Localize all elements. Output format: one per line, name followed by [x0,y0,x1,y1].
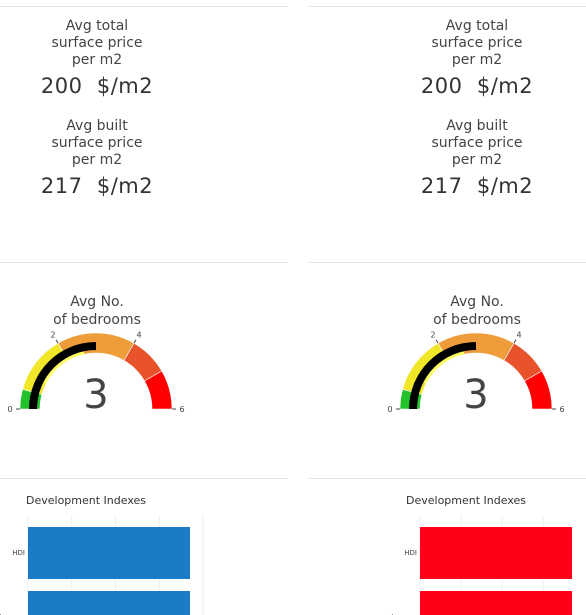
dev-bar [420,591,572,615]
bedrooms-gauge-title: Avg No. of bedrooms [433,294,521,328]
gauge-tick-label: 6 [179,405,184,414]
gauge-tick-label: 4 [136,331,141,340]
avg-built-price-indicator: Avg built surface price per m2 217 $/m2 [0,118,194,199]
development-indexes-title: Development Indexes [406,494,526,507]
divider [308,478,586,479]
gauge-threshold-band [38,346,85,384]
gauge-value-number: 3 [463,372,488,415]
gauge-tick-label: 4 [516,331,521,340]
gauge-value-number: 3 [83,372,108,415]
avg-built-price-value: 217 $/m2 [380,173,574,199]
avg-built-price-number: 217 [420,174,463,198]
divider [0,6,288,7]
dev-category-label: HDI [12,549,25,557]
dev-category-label: Income [391,613,417,615]
gauge-threshold-band [418,346,465,384]
gauge-value-bar [409,342,476,409]
bedrooms-gauge: 0 2 4 6 3 [387,331,564,415]
gauge-tick-label: 0 [387,405,392,414]
development-indexes-chart: HDI Income [391,515,572,615]
dev-category-label: HDI [404,549,417,557]
development-indexes-title: Development Indexes [26,494,146,507]
avg-built-price-value: 217 $/m2 [0,173,194,199]
dev-bar [420,527,572,579]
avg-total-price-unit: $/m2 [476,74,534,98]
gauge-tick [513,339,517,344]
bedrooms-gauge: 0 2 4 6 3 [7,331,184,415]
avg-total-price-number: 200 [420,74,463,98]
avg-built-price-label: Avg built surface price per m2 [431,118,523,168]
panel-right: Avg total surface price per m2 200 $/m2 … [308,0,586,615]
avg-total-price-value: 200 $/m2 [380,73,574,99]
gauge-tick-label: 2 [430,331,435,340]
avg-total-price-label: Avg total surface price per m2 [431,18,523,68]
avg-built-price-unit: $/m2 [476,174,534,198]
gauge-tick-label: 6 [559,405,564,414]
gauge-tick [55,339,59,344]
divider [0,478,288,479]
avg-total-price-label: Avg total surface price per m2 [51,18,143,68]
avg-built-price-indicator: Avg built surface price per m2 217 $/m2 [380,118,574,199]
avg-total-price-number: 200 [40,74,83,98]
avg-total-price-value: 200 $/m2 [0,73,194,99]
gauge-tick-label: 0 [7,405,12,414]
gauge-tick [133,339,137,344]
panel-left: Avg total surface price per m2 200 $/m2 … [0,0,288,615]
avg-built-price-number: 217 [40,174,83,198]
avg-total-price-indicator: Avg total surface price per m2 200 $/m2 [0,18,194,99]
dev-bar [28,591,190,615]
gauge-tick-label: 2 [50,331,55,340]
avg-total-price-unit: $/m2 [96,74,154,98]
development-indexes-chart: HDI Income [0,515,204,615]
bedrooms-gauge-title: Avg No. of bedrooms [53,294,141,328]
gauge-tick [435,339,439,344]
gauge-band [524,370,553,410]
divider [308,6,586,7]
avg-built-price-label: Avg built surface price per m2 [51,118,143,168]
divider [0,262,288,263]
dev-category-label: Income [0,613,25,615]
avg-built-price-unit: $/m2 [96,174,154,198]
divider [308,262,586,263]
avg-total-price-indicator: Avg total surface price per m2 200 $/m2 [380,18,574,99]
dev-bar [28,527,190,579]
gauge-value-bar [29,342,96,409]
gauge-band [144,370,173,410]
